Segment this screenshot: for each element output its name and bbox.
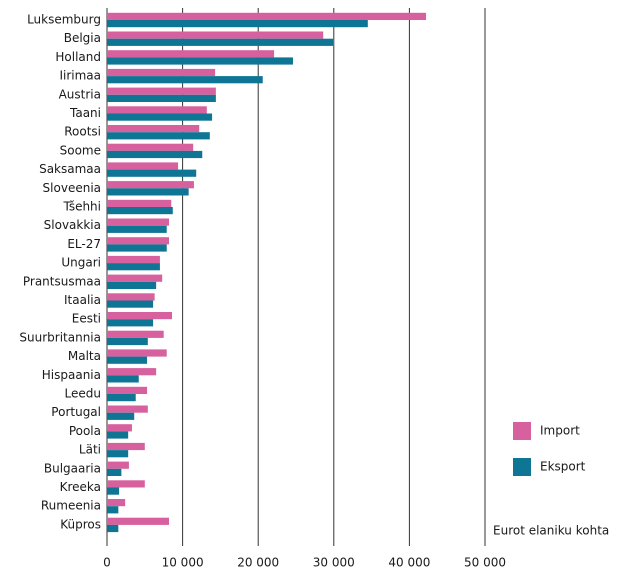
bar xyxy=(107,524,119,533)
bar xyxy=(107,461,129,469)
y-tick-label: Luksemburg xyxy=(27,13,101,27)
bar xyxy=(107,207,173,215)
y-tick-label: Itaalia xyxy=(64,293,101,307)
x-tick-label: 10 000 xyxy=(162,556,204,570)
bar xyxy=(107,356,148,364)
bar xyxy=(107,218,169,226)
bar xyxy=(107,68,216,77)
bar xyxy=(107,442,145,451)
legend-label: Eksport xyxy=(540,460,586,474)
x-axis-label: Eurot elaniku kohta xyxy=(493,524,609,538)
bar xyxy=(107,38,334,46)
bar xyxy=(107,274,163,282)
bar xyxy=(107,225,167,233)
bar xyxy=(107,181,194,189)
bar xyxy=(107,375,139,383)
bar xyxy=(107,143,194,151)
bar xyxy=(107,125,200,133)
bar xyxy=(107,169,197,177)
x-tick-label: 40 000 xyxy=(388,556,430,570)
bar xyxy=(107,499,126,507)
bar xyxy=(107,113,213,121)
bar xyxy=(107,106,207,114)
x-tick-label: 30 000 xyxy=(313,556,355,570)
bar xyxy=(107,412,135,420)
bar xyxy=(107,506,119,514)
y-tick-label: Rootsi xyxy=(64,125,101,139)
bar xyxy=(107,517,169,525)
bar xyxy=(107,87,216,95)
legend-swatch xyxy=(513,422,531,440)
bar xyxy=(107,188,189,196)
y-tick-label: Taani xyxy=(69,106,101,120)
bar xyxy=(107,349,167,357)
y-tick-label: Läti xyxy=(79,443,101,457)
bar xyxy=(107,330,164,338)
legend-swatch xyxy=(513,458,531,476)
y-tick-label: Hispaania xyxy=(42,368,101,382)
bar xyxy=(107,76,263,84)
y-tick-label: Bulgaaria xyxy=(44,461,101,475)
y-tick-label: Holland xyxy=(55,50,101,64)
y-tick-label: Austria xyxy=(59,87,101,101)
bar xyxy=(107,337,148,346)
bar xyxy=(107,394,136,402)
bar xyxy=(107,31,324,39)
bar xyxy=(107,368,157,376)
y-tick-label: Eesti xyxy=(72,312,101,326)
y-tick-label: Tšehhi xyxy=(62,200,101,214)
y-tick-label: Leedu xyxy=(65,387,101,401)
y-tick-label: Prantsusmaa xyxy=(23,274,101,288)
y-tick-label: Küpros xyxy=(60,517,101,531)
bar xyxy=(107,20,368,28)
bar xyxy=(107,431,129,439)
y-tick-label: EL-27 xyxy=(67,237,101,251)
bar xyxy=(107,50,275,58)
y-tick-label: Rumeenia xyxy=(41,499,101,513)
bar xyxy=(107,12,427,20)
bar xyxy=(107,424,132,432)
y-tick-label: Sloveenia xyxy=(43,181,101,195)
y-tick-label: Suurbritannia xyxy=(19,330,101,344)
bar xyxy=(107,263,160,271)
bar xyxy=(107,487,120,495)
bar xyxy=(107,319,154,327)
bar xyxy=(107,312,173,320)
y-tick-label: Soome xyxy=(60,143,101,157)
bar xyxy=(107,405,148,413)
bar xyxy=(107,244,167,252)
bar xyxy=(107,150,203,159)
y-tick-label: Saksamaa xyxy=(39,162,101,176)
bar xyxy=(107,300,154,308)
y-tick-label: Kreeka xyxy=(60,480,101,494)
legend-label: Import xyxy=(540,424,580,438)
y-tick-label: Portugal xyxy=(51,405,101,419)
x-tick-label: 50 000 xyxy=(464,556,506,570)
bar xyxy=(107,468,122,476)
y-tick-label: Malta xyxy=(68,349,101,363)
y-tick-label: Ungari xyxy=(61,256,101,270)
bar xyxy=(107,132,210,140)
x-tick-label: 20 000 xyxy=(237,556,279,570)
bar xyxy=(107,255,160,264)
bar xyxy=(107,450,129,458)
bar xyxy=(107,281,157,289)
x-tick-label: 0 xyxy=(103,556,111,570)
y-tick-label: Iirimaa xyxy=(59,69,101,83)
y-tick-label: Slovakkia xyxy=(44,218,101,232)
bar xyxy=(107,162,179,170)
bar xyxy=(107,480,145,488)
bar xyxy=(107,57,293,65)
bar xyxy=(107,237,169,245)
bar xyxy=(107,94,216,102)
y-tick-label: Belgia xyxy=(64,31,101,45)
bar xyxy=(107,386,148,394)
y-tick-label: Poola xyxy=(69,424,101,438)
bar xyxy=(107,293,155,301)
bar xyxy=(107,199,172,207)
